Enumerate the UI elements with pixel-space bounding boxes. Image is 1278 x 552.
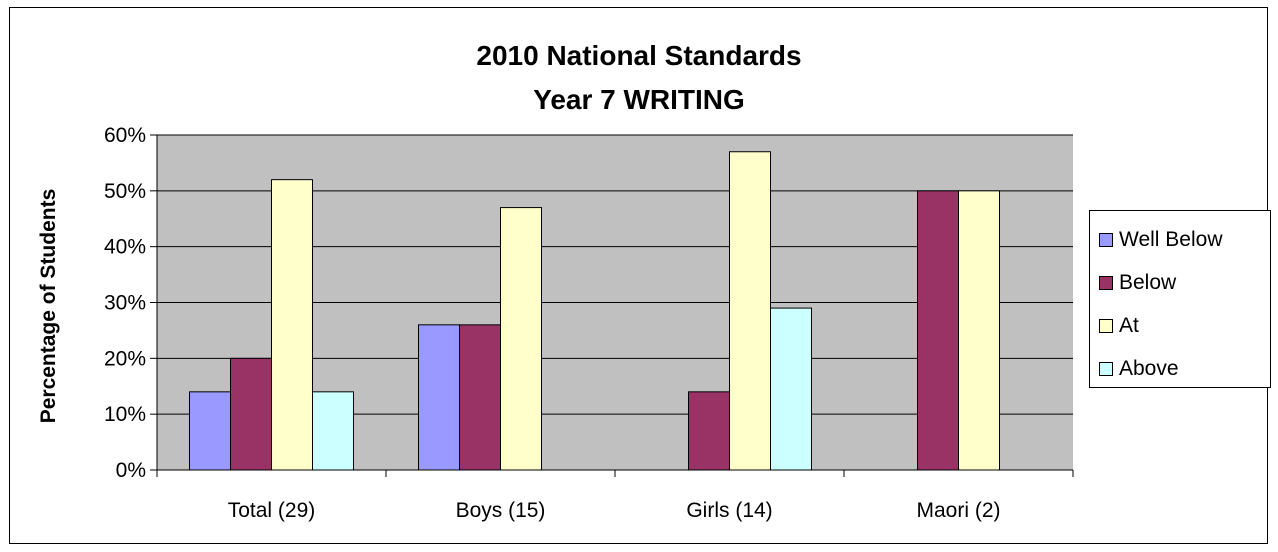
legend-item-well-below: Well Below xyxy=(1099,227,1222,253)
chart-title-line-2: Year 7 WRITING xyxy=(533,84,745,115)
bar-well-below xyxy=(418,324,460,471)
bar-below xyxy=(688,391,730,471)
x-tick-label: Girls (14) xyxy=(686,499,772,522)
bar-below xyxy=(459,324,501,471)
legend-label-above: Above xyxy=(1119,357,1179,380)
legend-item-at: At xyxy=(1099,313,1139,339)
bar-below xyxy=(230,357,272,471)
bar-at xyxy=(729,151,771,471)
legend-swatch-above xyxy=(1099,362,1113,376)
bars xyxy=(189,151,1000,471)
bar-at xyxy=(958,190,1000,471)
y-tick-label: 50% xyxy=(104,180,146,203)
y-tick-label: 20% xyxy=(104,347,146,370)
legend: Well Below Below At Above xyxy=(1089,210,1271,388)
y-axis-label: Percentage of Students xyxy=(37,189,60,424)
legend-item-below: Below xyxy=(1099,270,1176,296)
legend-label-at: At xyxy=(1119,314,1139,337)
axes xyxy=(150,134,1074,477)
bar-above xyxy=(770,307,812,471)
x-tick-label: Boys (15) xyxy=(456,499,546,522)
legend-swatch-well-below xyxy=(1099,233,1113,247)
y-tick-label: 60% xyxy=(104,124,146,147)
y-tick-label: 0% xyxy=(116,459,146,482)
tick-labels: 0% 10% 20% 30% 40% 50% 60% Total (29) Boys (15) G… xyxy=(104,124,1001,522)
y-tick-label: 30% xyxy=(104,292,146,315)
legend-swatch-below xyxy=(1099,276,1113,290)
x-tick-label: Maori (2) xyxy=(916,499,1000,522)
legend-label-below: Below xyxy=(1119,271,1177,294)
bar-at xyxy=(500,207,542,471)
bar-well-below xyxy=(189,391,231,471)
legend-label-well-below: Well Below xyxy=(1119,228,1223,251)
chart-title-line-1: 2010 National Standards xyxy=(476,40,802,71)
bar-above xyxy=(312,391,354,471)
legend-item-above: Above xyxy=(1099,356,1179,382)
legend-swatch-at xyxy=(1099,319,1113,333)
bar-below xyxy=(917,190,959,471)
y-tick-label: 10% xyxy=(104,403,146,426)
bar-at xyxy=(271,179,313,471)
x-tick-label: Total (29) xyxy=(228,499,316,522)
y-tick-label: 40% xyxy=(104,236,146,259)
